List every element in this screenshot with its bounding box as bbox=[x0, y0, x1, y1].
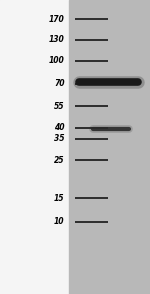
Text: 70: 70 bbox=[54, 79, 64, 88]
Text: 55: 55 bbox=[54, 102, 64, 111]
Text: 100: 100 bbox=[49, 56, 64, 65]
Text: 40: 40 bbox=[54, 123, 64, 132]
Text: 170: 170 bbox=[49, 15, 64, 24]
Text: 15: 15 bbox=[54, 194, 64, 203]
Text: 10: 10 bbox=[54, 218, 64, 226]
Bar bbox=[69, 0, 150, 294]
Bar bbox=[0, 0, 69, 294]
Text: 35: 35 bbox=[54, 134, 64, 143]
Text: 130: 130 bbox=[49, 35, 64, 44]
Text: 25: 25 bbox=[54, 156, 64, 165]
